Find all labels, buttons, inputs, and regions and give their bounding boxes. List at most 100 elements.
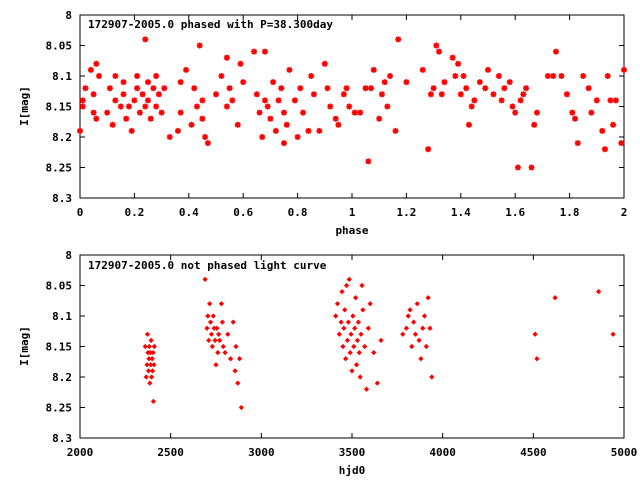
data-point bbox=[333, 313, 339, 319]
data-point bbox=[145, 79, 151, 86]
data-point bbox=[96, 73, 103, 79]
unphased-light-curve-panel: 172907-2005.0 not phased light curve hjd… bbox=[18, 249, 637, 477]
data-point bbox=[607, 97, 614, 104]
data-point bbox=[336, 331, 342, 337]
unphased-plot-title: 172907-2005.0 not phased light curve bbox=[88, 259, 327, 272]
data-point bbox=[350, 313, 356, 319]
data-point bbox=[150, 398, 157, 405]
data-point bbox=[346, 103, 353, 110]
data-point bbox=[588, 109, 595, 116]
data-point bbox=[213, 91, 219, 98]
data-point bbox=[204, 140, 211, 147]
data-point bbox=[351, 109, 358, 116]
data-point bbox=[563, 91, 570, 98]
data-point bbox=[429, 374, 435, 380]
phased-y-tick-label: 8.05 bbox=[46, 40, 73, 53]
unphased-data-points bbox=[142, 276, 616, 411]
data-point bbox=[145, 368, 152, 374]
data-point bbox=[340, 91, 347, 98]
phased-x-tick-label: 1.8 bbox=[560, 206, 580, 219]
phased-x-tick-label: 1.2 bbox=[396, 206, 416, 219]
data-point bbox=[558, 73, 565, 79]
data-point bbox=[378, 337, 384, 344]
data-point bbox=[120, 91, 127, 98]
data-point bbox=[149, 374, 155, 380]
data-point bbox=[593, 97, 600, 104]
data-point bbox=[351, 343, 357, 350]
unphased-y-tick-label: 8.05 bbox=[46, 280, 73, 293]
phased-y-axis-label: I[mag] bbox=[18, 86, 31, 126]
data-point bbox=[261, 48, 268, 55]
data-point bbox=[343, 356, 349, 362]
data-point bbox=[395, 36, 402, 43]
data-point bbox=[441, 79, 448, 86]
data-point bbox=[427, 325, 433, 331]
data-point bbox=[142, 103, 149, 110]
phased-y-tick-label: 8.2 bbox=[52, 131, 72, 144]
data-point bbox=[151, 362, 157, 368]
data-point bbox=[572, 115, 579, 122]
data-point bbox=[213, 362, 219, 368]
unphased-x-tick-label: 3000 bbox=[248, 446, 275, 459]
data-point bbox=[425, 295, 431, 301]
data-point bbox=[237, 60, 244, 67]
data-point bbox=[215, 349, 221, 356]
data-point bbox=[79, 103, 86, 110]
data-point bbox=[261, 97, 268, 104]
data-point bbox=[544, 73, 551, 79]
data-point bbox=[344, 337, 351, 344]
data-point bbox=[585, 85, 592, 92]
data-point bbox=[267, 115, 274, 122]
data-point bbox=[465, 121, 472, 128]
data-point bbox=[151, 343, 157, 350]
data-point bbox=[357, 109, 364, 116]
phased-light-curve-panel: 172907-2005.0 phased with P=38.300day ph… bbox=[18, 9, 627, 237]
data-point bbox=[599, 127, 606, 134]
data-point bbox=[552, 295, 558, 301]
unphased-y-tick-label: 8.2 bbox=[52, 371, 72, 384]
data-point bbox=[523, 85, 530, 92]
data-point bbox=[414, 301, 420, 307]
data-point bbox=[360, 307, 366, 313]
data-point bbox=[419, 66, 426, 73]
data-point bbox=[146, 343, 152, 350]
data-point bbox=[308, 73, 315, 79]
data-point bbox=[234, 121, 241, 128]
data-point bbox=[376, 115, 383, 122]
data-point bbox=[343, 282, 350, 289]
unphased-y-tick-label: 8.15 bbox=[46, 341, 73, 354]
data-point bbox=[449, 54, 456, 61]
data-point bbox=[147, 115, 154, 122]
data-point bbox=[233, 343, 239, 350]
data-point bbox=[294, 134, 301, 140]
phased-y-tick-label: 8.1 bbox=[52, 70, 72, 83]
unphased-x-tick-label: 2000 bbox=[67, 446, 94, 459]
data-point bbox=[196, 42, 203, 49]
data-point bbox=[199, 115, 206, 122]
data-point bbox=[112, 97, 119, 104]
data-point bbox=[367, 301, 373, 307]
data-point bbox=[147, 380, 153, 386]
data-point bbox=[341, 325, 347, 331]
data-point bbox=[610, 121, 617, 128]
data-point bbox=[365, 158, 372, 165]
data-point bbox=[316, 127, 323, 134]
unphased-x-axis-label: hjd0 bbox=[339, 464, 366, 477]
data-point bbox=[236, 356, 243, 362]
data-point bbox=[134, 85, 141, 92]
data-point bbox=[283, 121, 290, 128]
data-point bbox=[148, 337, 154, 344]
data-point bbox=[400, 331, 406, 337]
data-point bbox=[150, 349, 156, 356]
data-point bbox=[490, 91, 497, 98]
data-point bbox=[191, 85, 198, 92]
data-point bbox=[93, 60, 100, 67]
data-point bbox=[324, 85, 331, 92]
data-point bbox=[281, 140, 287, 147]
unphased-x-tick-label: 4500 bbox=[520, 446, 547, 459]
data-point bbox=[512, 109, 519, 116]
unphased-x-tick-label: 4000 bbox=[429, 446, 456, 459]
data-point bbox=[214, 325, 220, 331]
data-point bbox=[281, 109, 287, 116]
data-point bbox=[150, 85, 157, 92]
